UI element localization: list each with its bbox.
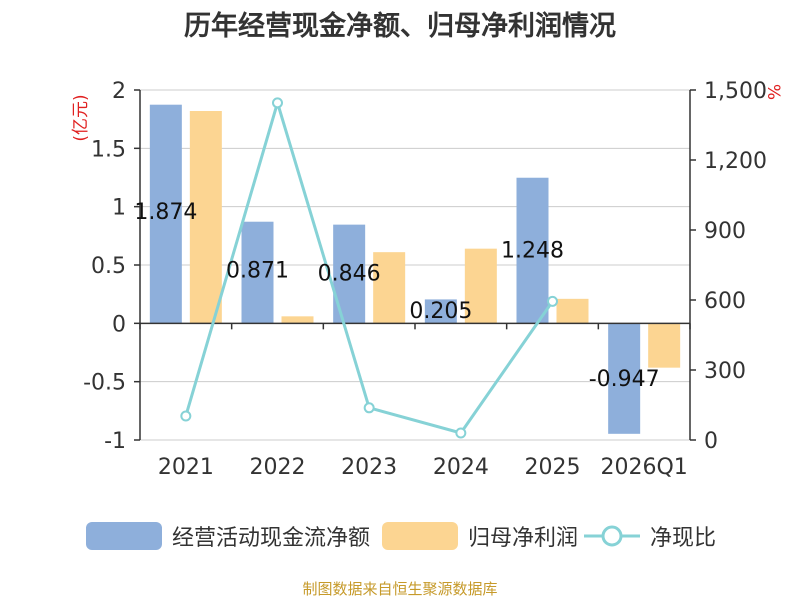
cash-flow-bar — [424, 299, 457, 324]
left-tick-label: 2 — [112, 79, 126, 104]
cash-flow-data-label: 0.871 — [226, 259, 289, 284]
cash-flow-bar — [149, 104, 182, 324]
data-labels: 1.874 0.871 0.846 0.205 1.248 -0.947 — [134, 200, 659, 392]
legend: 经营活动现金流净额 归母净利润 净现比 — [0, 518, 800, 554]
ratio-line-series — [180, 97, 558, 439]
right-tick-label: 1,200 — [704, 149, 767, 174]
x-tick-label: 2026Q1 — [601, 455, 688, 480]
left-tick-label: 1.5 — [91, 137, 126, 162]
legend-item-cash[interactable]: 经营活动现金流净额 — [86, 518, 370, 554]
legend-label-profit: 归母净利润 — [468, 526, 579, 551]
cash-flow-bar — [241, 221, 274, 324]
legend-swatch-cash — [86, 522, 162, 550]
x-tick-label: 2024 — [433, 455, 489, 480]
left-tick-label: -1 — [104, 429, 126, 454]
net-profit-bar — [556, 298, 589, 324]
cash-flow-bar — [516, 177, 549, 324]
axes: 2 1.5 1 0.5 0 -0.5 -1 1,500 1,200 900 600 300 0 2021 2… — [71, 79, 783, 480]
ratio-point — [455, 427, 467, 439]
legend-item-profit[interactable]: 归母净利润 — [382, 518, 578, 554]
left-tick-label: 1 — [112, 196, 126, 221]
left-tick-label: 0 — [112, 312, 126, 337]
grid-lines — [140, 89, 690, 441]
ratio-point — [180, 410, 192, 422]
legend-swatch-profit — [382, 522, 458, 550]
net-profit-bar — [189, 111, 222, 324]
cash-flow-data-label: 0.846 — [318, 262, 381, 287]
net-profit-bar — [281, 316, 314, 324]
net-profit-bar — [464, 248, 497, 324]
right-tick-label: 0 — [704, 429, 718, 454]
ratio-point — [272, 97, 283, 109]
right-tick-label: 600 — [704, 289, 746, 314]
x-tick-label: 2021 — [158, 455, 214, 480]
left-axis-unit: (亿元) — [71, 94, 91, 141]
legend-label-cash: 经营活动现金流净额 — [172, 526, 371, 551]
cash-flow-data-label: 1.248 — [501, 239, 564, 264]
cash-flow-data-label: 1.874 — [134, 200, 197, 225]
x-tick-label: 2022 — [250, 455, 306, 480]
data-source-note: 制图数据来自恒生聚源数据库 — [302, 580, 498, 598]
right-axis-unit: % — [763, 84, 783, 100]
net-profit-bar — [648, 323, 681, 368]
cash-flow-data-label: 0.205 — [409, 299, 472, 324]
bar-series — [149, 104, 681, 434]
left-tick-label: -0.5 — [83, 371, 126, 396]
net-profit-bar — [373, 252, 406, 324]
x-tick-label: 2023 — [341, 455, 397, 480]
cash-flow-bar — [608, 323, 641, 434]
chart-title: 历年经营现金净额、归母净利润情况 — [184, 11, 616, 42]
right-tick-label: 900 — [704, 219, 746, 244]
legend-item-ratio[interactable]: 净现比 — [582, 518, 716, 554]
legend-swatch-ratio — [584, 525, 640, 547]
legend-label-ratio: 净现比 — [650, 526, 717, 551]
left-tick-label: 0.5 — [91, 254, 126, 279]
cash-flow-data-label: -0.947 — [589, 367, 660, 392]
right-tick-label: 300 — [704, 359, 746, 384]
x-tick-label: 2025 — [525, 455, 581, 480]
right-tick-label: 1,500 — [704, 79, 767, 104]
ratio-point — [547, 295, 558, 307]
ratio-point — [363, 402, 375, 414]
